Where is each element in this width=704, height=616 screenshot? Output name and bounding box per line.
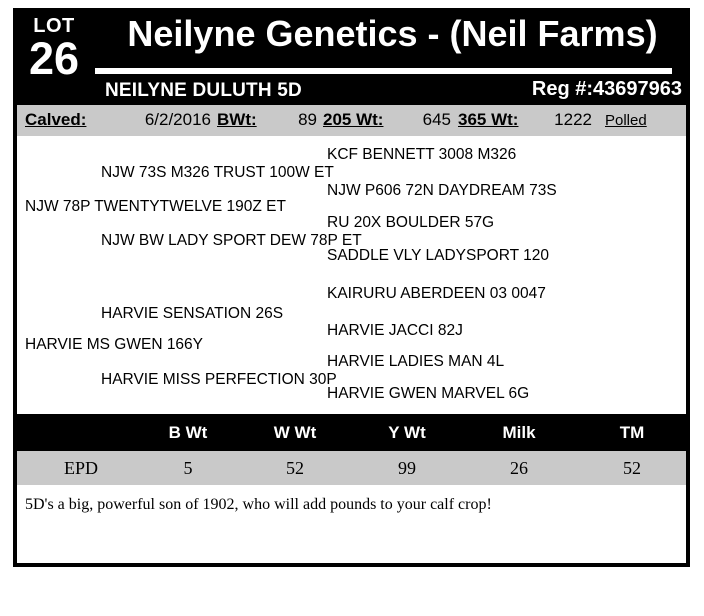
epd-table-row: EPD 5 52 99 26 52 [13,451,690,485]
epd-value-ywt: 99 [398,458,416,478]
wt365-value: 1222 [554,110,592,129]
epd-value-tm: 52 [623,458,641,478]
pedigree-dam-gen2-top: HARVIE SENSATION 26S [101,305,284,322]
lot-label: LOT [33,15,75,37]
epd-column-milk: Milk [502,423,536,442]
pedigree-dam-gen3-1: KAIRURU ABERDEEN 03 0047 [327,285,546,302]
bwt-label: BWt: [217,110,257,129]
card-header: LOT 26 Neilyne Genetics - (Neil Farms) N… [13,8,690,105]
farm-title: Neilyne Genetics - (Neil Farms) [127,13,658,54]
pedigree-sire-gen2-bottom: NJW BW LADY SPORT DEW 78P ET [101,232,362,249]
header-divider [95,68,672,74]
pedigree-dam-gen3-2: HARVIE JACCI 82J [327,322,463,339]
epd-column-bwt: B Wt [168,423,208,442]
stats-bar: Calved: 6/2/2016 BWt: 89 205 Wt: 645 365… [13,105,690,136]
animal-name: NEILYNE DULUTH 5D [105,80,302,101]
description-text: 5D's a big, powerful son of 1902, who wi… [25,496,492,513]
wt365-label: 365 Wt: [458,110,519,129]
calved-value: 6/2/2016 [144,110,211,129]
pedigree-dam-gen1: HARVIE MS GWEN 166Y [25,336,204,353]
epd-value-bwt: 5 [183,458,193,478]
pedigree-dam-gen3-3: HARVIE LADIES MAN 4L [327,353,505,370]
epd-value-milk: 26 [510,458,528,478]
epd-column-wwt: W Wt [273,423,317,442]
bwt-value: 89 [298,110,317,129]
pedigree-sire-gen1: NJW 78P TWENTYTWELVE 190Z ET [25,198,286,215]
pedigree-sire-gen3-3: RU 20X BOULDER 57G [327,214,495,231]
lot-block: LOT 26 [13,8,95,105]
pedigree-sire-gen3-4: SADDLE VLY LADYSPORT 120 [327,247,549,264]
wt205-value: 645 [422,110,451,129]
lot-number: 26 [28,33,80,84]
epd-column-tm: TM [619,423,645,442]
lot-card: LOT 26 Neilyne Genetics - (Neil Farms) N… [13,8,690,600]
pedigree-panel: NJW 73S M326 TRUST 100W ET KCF BENNETT 3… [13,136,690,414]
epd-table-header: B Wt W Wt Y Wt Milk TM [13,414,690,451]
calved-label: Calved: [25,110,87,129]
wt205-label: 205 Wt: [323,110,384,129]
pedigree-dam-gen2-bottom: HARVIE MISS PERFECTION 30P [101,371,337,388]
pedigree-sire-gen3-2: NJW P606 72N DAYDREAM 73S [327,182,557,199]
pedigree-sire-gen2-top: NJW 73S M326 TRUST 100W ET [101,164,334,181]
registration-number: Reg #:43697963 [531,78,682,100]
epd-row-label: EPD [63,458,99,478]
epd-column-ywt: Y Wt [388,423,426,442]
description-panel: 5D's a big, powerful son of 1902, who wi… [13,485,690,567]
epd-value-wwt: 52 [286,458,304,478]
horn-status: Polled [605,112,647,129]
pedigree-dam-gen3-4: HARVIE GWEN MARVEL 6G [327,385,530,402]
pedigree-sire-gen3-1: KCF BENNETT 3008 M326 [327,146,517,163]
